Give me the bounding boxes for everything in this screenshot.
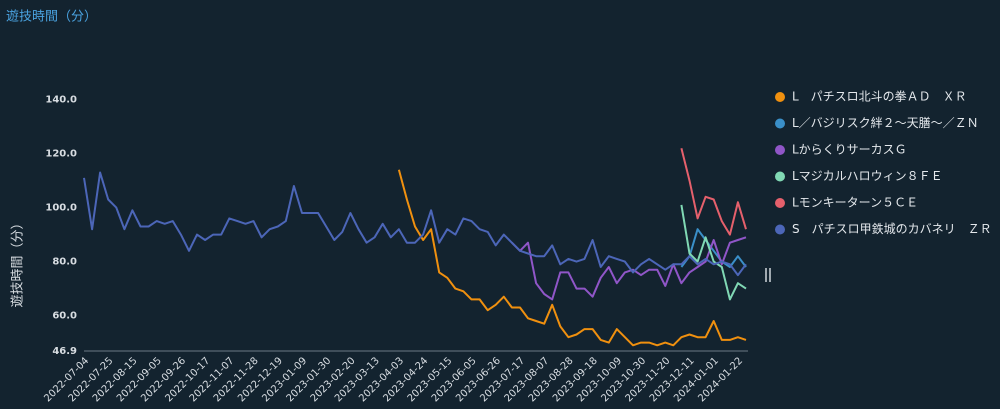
legend-swatch — [775, 92, 785, 102]
series-line — [83, 171, 747, 277]
legend-label: L／バジリスク絆２～天膳～／ＺＮ — [792, 115, 979, 130]
series-line — [397, 169, 747, 347]
legend-swatch — [775, 224, 785, 235]
legend-pager[interactable] — [765, 268, 771, 282]
y-axis-label: 遊技時間（分） — [11, 216, 26, 307]
chart-title: 遊技時間（分） — [6, 10, 97, 25]
legend-label: Lモンキーターン５ＣＥ — [792, 196, 918, 210]
y-tick-label: 100.0 — [45, 203, 77, 214]
series-line — [680, 228, 747, 268]
legend-swatch — [775, 118, 785, 129]
legend-swatch — [775, 198, 785, 208]
legend-label: L パチスロ北斗の拳ＡＤ ＸＲ — [792, 89, 967, 104]
y-tick-label: 60.0 — [52, 311, 77, 322]
legend-label: LからくりサーカスＧ — [792, 143, 907, 157]
series-line — [680, 204, 747, 301]
y-tick-label: 80.0 — [52, 257, 77, 268]
series-line — [680, 147, 747, 236]
legend-label: Lマジカルハロウィン８ＦＥ — [792, 169, 943, 183]
y-tick-label: 140.0 — [45, 95, 77, 106]
y-tick-label: 120.0 — [45, 149, 77, 160]
series-line — [511, 236, 747, 301]
legend-label: S パチスロ甲鉄城のカバネリ ＺＲ — [792, 221, 992, 236]
legend-swatch — [775, 171, 785, 182]
legend-swatch — [775, 145, 785, 155]
y-tick-label: 46.9 — [52, 346, 77, 357]
